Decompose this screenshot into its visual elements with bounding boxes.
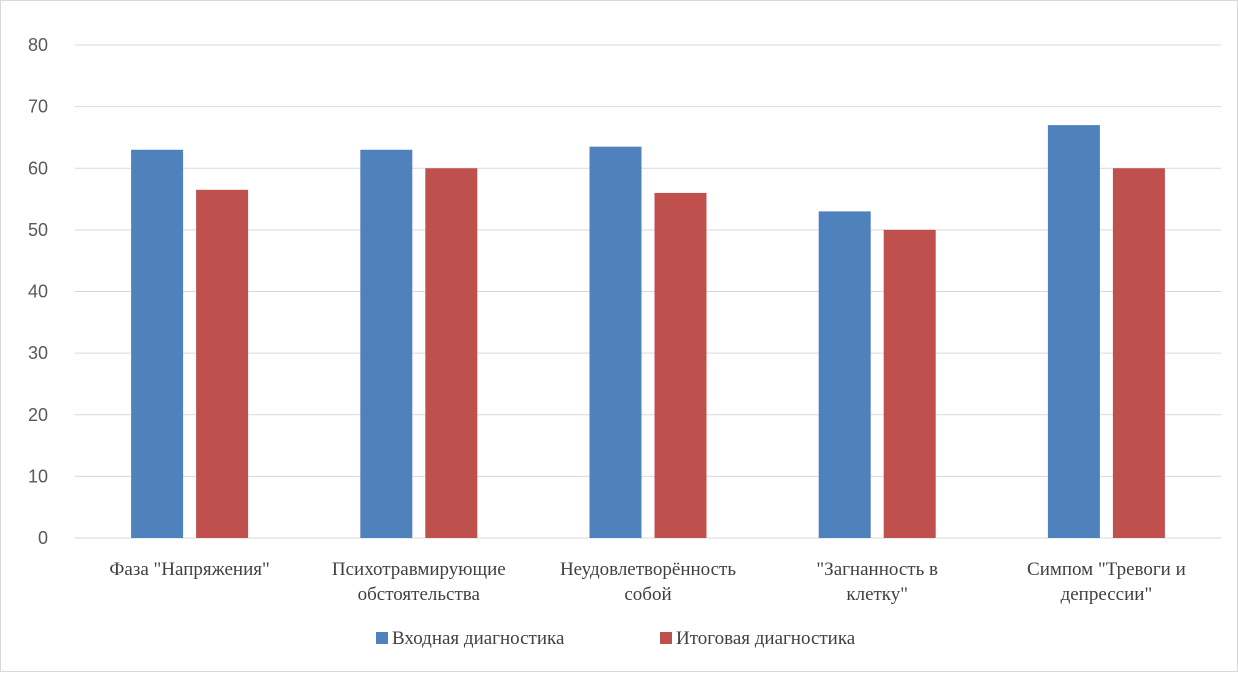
y-tick-label: 20	[28, 405, 48, 425]
bar-final-0	[196, 189, 249, 538]
y-tick-label: 30	[28, 343, 48, 363]
x-category-label-line: обстоятельства	[358, 584, 481, 605]
x-category-label: Симпом "Тревоги и депрессии"	[1027, 559, 1186, 605]
bar-input-1	[360, 149, 413, 538]
x-category-label-line: клетку"	[846, 584, 908, 605]
bar-input-4	[1047, 125, 1100, 539]
x-category-label-line: "Загнанность в	[816, 559, 938, 580]
x-category-label-line: Психотравмирующие	[332, 559, 506, 580]
bar-final-4	[1112, 168, 1165, 538]
y-tick-label: 10	[28, 466, 48, 486]
x-category-label: Психотравмирующие обстоятельства	[332, 559, 506, 605]
x-category-label: "Загнанность в клетку"	[816, 559, 938, 605]
y-tick-label: 0	[38, 528, 48, 548]
bar-input-0	[131, 149, 184, 538]
y-tick-label: 80	[28, 35, 48, 55]
x-category-label: Фаза "Напряжения"	[109, 559, 269, 580]
legend-swatch	[660, 632, 672, 644]
y-tick-label: 70	[28, 97, 48, 117]
legend-swatch	[376, 632, 388, 644]
x-category-label: Неудовлетворённость собой	[560, 559, 736, 605]
bar-final-3	[883, 229, 936, 538]
bar-input-2	[589, 146, 642, 538]
x-category-label-line: Фаза "Напряжения"	[109, 559, 269, 580]
legend-label: Итоговая диагностика	[676, 628, 856, 649]
y-axis-ticks: 0 10 20 30 40 50 60 70 80	[28, 35, 48, 548]
y-tick-label: 40	[28, 282, 48, 302]
legend: Входная диагностика Итоговая диагностика	[376, 628, 856, 649]
x-axis-labels: Фаза "Напряжения" Психотравмирующие обстоя…	[109, 559, 1185, 605]
bars	[131, 125, 1165, 539]
y-tick-label: 50	[28, 220, 48, 240]
bar-input-3	[818, 211, 871, 538]
bar-final-1	[425, 168, 478, 538]
x-category-label-line: Неудовлетворённость	[560, 559, 736, 580]
x-category-label-line: Симпом "Тревоги и	[1027, 559, 1186, 580]
bar-final-2	[654, 192, 707, 538]
gridlines	[75, 44, 1221, 539]
y-tick-label: 60	[28, 158, 48, 178]
legend-label: Входная диагностика	[392, 628, 565, 649]
x-category-label-line: собой	[624, 584, 671, 605]
x-category-label-line: депрессии"	[1061, 584, 1153, 605]
